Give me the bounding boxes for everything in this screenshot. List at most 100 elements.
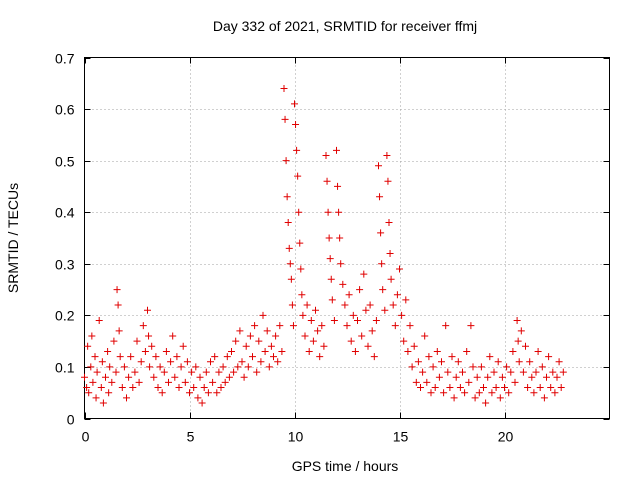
data-points	[81, 84, 567, 407]
data-point	[456, 384, 464, 392]
data-point	[93, 368, 101, 376]
data-point	[425, 353, 433, 361]
data-point	[410, 342, 418, 350]
data-point	[526, 358, 534, 366]
data-point	[296, 239, 304, 247]
data-point	[446, 384, 454, 392]
data-point	[484, 373, 492, 381]
data-point	[173, 353, 181, 361]
data-point	[333, 146, 340, 154]
data-point	[532, 368, 540, 376]
data-point	[362, 306, 370, 314]
data-point	[162, 347, 170, 355]
data-point	[198, 399, 206, 407]
data-point	[236, 327, 244, 335]
data-point	[517, 327, 525, 335]
data-point	[179, 342, 187, 350]
data-point	[492, 384, 500, 392]
data-point	[95, 317, 103, 325]
data-point	[354, 317, 361, 325]
data-point	[118, 384, 126, 392]
x-tick-label: 20	[498, 429, 514, 445]
data-point	[276, 322, 284, 330]
data-point	[334, 182, 342, 190]
data-point	[312, 306, 319, 314]
data-point	[383, 151, 391, 159]
data-point	[513, 317, 521, 325]
data-point	[366, 301, 374, 309]
data-point	[419, 368, 427, 376]
data-point	[298, 291, 306, 299]
data-point	[244, 363, 252, 371]
data-point	[486, 353, 494, 361]
data-point	[267, 342, 275, 350]
data-point	[364, 342, 372, 350]
data-point	[387, 275, 395, 283]
data-point	[110, 337, 118, 345]
data-point	[316, 353, 324, 361]
data-point	[372, 317, 380, 325]
data-point	[480, 384, 487, 392]
data-point	[351, 347, 359, 355]
data-point	[257, 358, 265, 366]
data-point	[496, 394, 504, 402]
data-point	[402, 296, 410, 304]
data-point	[389, 301, 397, 309]
data-point	[156, 363, 164, 371]
data-point	[232, 337, 240, 345]
data-point	[177, 363, 185, 371]
data-point	[435, 373, 443, 381]
data-point	[498, 373, 506, 381]
data-point	[433, 347, 441, 355]
data-point	[190, 384, 198, 392]
data-point	[88, 332, 96, 340]
data-point	[452, 373, 460, 381]
data-point	[454, 358, 462, 366]
data-point	[200, 384, 208, 392]
data-point	[129, 384, 137, 392]
data-point	[183, 358, 191, 366]
x-tick-label: 10	[288, 429, 304, 445]
data-point	[314, 327, 322, 335]
data-point	[393, 291, 401, 299]
data-point	[536, 384, 544, 392]
data-point	[379, 286, 387, 294]
data-point	[265, 363, 273, 371]
data-point	[341, 301, 349, 309]
data-point	[230, 368, 238, 376]
data-point	[301, 332, 309, 340]
data-point	[291, 100, 298, 108]
data-point	[135, 378, 143, 386]
data-point	[204, 389, 212, 397]
data-point	[509, 347, 517, 355]
data-point	[255, 337, 263, 345]
data-point	[553, 373, 561, 381]
y-tick-label: 0.4	[55, 205, 75, 221]
data-point	[323, 177, 331, 185]
data-point	[514, 337, 522, 345]
data-point	[253, 368, 261, 376]
data-point	[186, 389, 193, 397]
data-point	[482, 399, 490, 407]
data-point	[322, 151, 330, 159]
data-point	[137, 358, 145, 366]
data-point	[444, 368, 452, 376]
data-point	[318, 322, 326, 330]
data-point	[150, 373, 158, 381]
data-point	[328, 296, 336, 304]
data-point	[145, 332, 153, 340]
data-point	[555, 358, 563, 366]
data-point	[251, 322, 259, 330]
data-point	[347, 337, 355, 345]
data-point	[515, 358, 523, 366]
chart-title: Day 332 of 2021, SRMTID for receiver ffm…	[213, 18, 477, 34]
data-point	[385, 219, 393, 227]
data-point	[211, 353, 219, 361]
data-point	[120, 363, 128, 371]
data-point	[475, 389, 483, 397]
data-point	[102, 373, 109, 381]
data-point	[421, 332, 429, 340]
y-tick-label: 0.6	[55, 102, 75, 118]
data-point	[238, 358, 246, 366]
